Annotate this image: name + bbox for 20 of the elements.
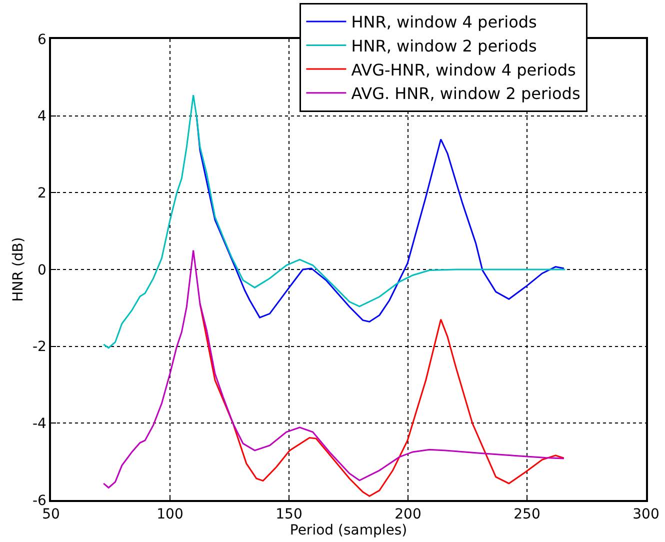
y-tick-label: 0: [38, 262, 46, 278]
x-tick-label: 50: [42, 506, 60, 523]
legend-label: HNR, window 4 periods: [351, 12, 537, 32]
y-axis-title: HNR (dB): [10, 237, 27, 302]
x-tick-label: 150: [276, 506, 302, 523]
x-axis-title: Period (samples): [290, 522, 408, 539]
y-tick-label: -4: [32, 416, 47, 432]
y-tick-label: -2: [32, 339, 46, 356]
y-tick-label: 2: [38, 186, 46, 202]
y-tick-label: 6: [38, 32, 47, 48]
legend-label: AVG-HNR, window 4 periods: [351, 60, 576, 80]
line-series: [102, 250, 565, 488]
y-tick-label: -6: [32, 492, 47, 509]
x-tick-label: 250: [514, 506, 540, 523]
x-tick-label: 200: [394, 506, 422, 523]
y-tick-label: 4: [38, 108, 47, 125]
legend-label: AVG. HNR, window 2 periods: [351, 84, 580, 104]
legend-label: HNR, window 2 periods: [351, 36, 537, 56]
x-tick-label: 300: [632, 506, 660, 523]
x-tick-label: 100: [156, 506, 184, 523]
